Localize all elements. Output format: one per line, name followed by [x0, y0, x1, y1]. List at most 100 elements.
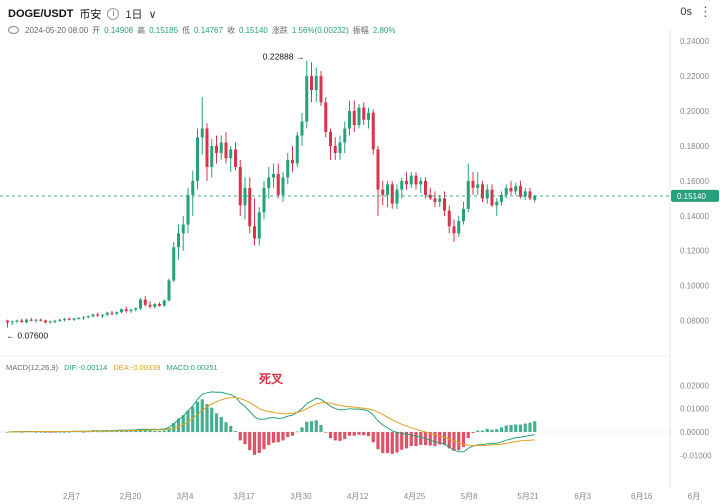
candle-body	[267, 177, 271, 188]
candle-body	[177, 233, 180, 248]
macd-histogram-bar	[62, 432, 67, 433]
macd-histogram-bar	[504, 425, 508, 432]
macd-histogram-bar	[466, 432, 470, 439]
candle-body	[101, 314, 104, 316]
macd-histogram-bar	[248, 432, 252, 451]
macd-histogram-bar	[305, 421, 309, 432]
candle-body	[509, 187, 513, 192]
macd-histogram-bar	[347, 432, 352, 436]
exchange-name: 币安	[79, 9, 102, 21]
dead-cross-annotation: 死叉	[259, 372, 284, 386]
candle-body	[129, 309, 133, 311]
candle-body	[148, 304, 152, 307]
candle-body	[376, 149, 380, 190]
candle-body	[29, 319, 33, 321]
candle-body	[333, 145, 337, 153]
macd-histogram-bar	[528, 422, 532, 432]
candle-body	[433, 198, 437, 202]
candle-body	[405, 180, 408, 185]
price-tick-label: 0.24000	[680, 37, 709, 46]
macd-histogram-bar	[300, 427, 304, 432]
macd-histogram-bar	[495, 429, 499, 432]
candle-body	[219, 142, 223, 153]
candle-body	[504, 187, 508, 195]
candle-body	[139, 299, 142, 309]
candle-body	[110, 312, 114, 314]
macd-histogram-bar	[210, 407, 214, 432]
macd-histogram-bar	[400, 432, 404, 450]
macd-histogram-bar	[314, 420, 318, 432]
macd-histogram-bar	[471, 432, 475, 433]
pair-name[interactable]: DOGE/USDT	[8, 8, 74, 20]
candle-body	[229, 149, 233, 159]
timeframe-selector[interactable]: 1日	[125, 9, 143, 21]
candle-body	[281, 177, 285, 195]
macd-histogram-bar	[457, 432, 461, 451]
candle-body	[324, 102, 328, 133]
eye-icon[interactable]	[8, 26, 19, 34]
candle-body	[34, 319, 38, 321]
macd-histogram-bar	[167, 428, 171, 432]
candle-body	[162, 300, 166, 306]
candle-body	[381, 189, 385, 195]
low-label: 低	[182, 25, 191, 35]
candle-body	[438, 198, 442, 202]
macd-histogram-bar	[319, 425, 323, 432]
macd-histogram-bar	[86, 431, 90, 433]
macd-histogram-bar	[219, 417, 223, 432]
candle-body	[72, 318, 76, 320]
macd-histogram-bar	[352, 432, 356, 436]
candle-body	[86, 316, 90, 318]
date-tick-label: 3月30	[290, 492, 312, 501]
date-tick-label: 2月20	[120, 492, 142, 501]
macd-histogram-bar	[362, 432, 366, 436]
macd-histogram-bar	[96, 431, 100, 433]
macd-value: MACD:0.00251	[166, 362, 218, 372]
macd-histogram-bar	[181, 415, 185, 432]
candle-body	[485, 189, 489, 199]
candle-body	[234, 149, 237, 167]
macd-tick-label: -0.01000	[680, 451, 712, 460]
macd-histogram-bar	[262, 432, 266, 450]
candle-body	[243, 187, 247, 206]
date-tick-label: 4月12	[347, 492, 369, 501]
candle-body	[253, 226, 256, 239]
candle-body	[6, 320, 9, 323]
macd-histogram-bar	[229, 425, 233, 432]
candle-body	[419, 180, 423, 185]
date-tick-label: 6月	[688, 492, 700, 501]
macd-histogram-bar	[100, 431, 105, 433]
datetime: 2024-05-20 08:00	[25, 25, 89, 35]
macd-histogram-bar	[153, 431, 157, 432]
candle-body	[186, 194, 190, 225]
macd-title[interactable]: MACD(12,26,9)	[6, 362, 59, 372]
candle-body	[196, 137, 199, 181]
open-label: 开	[92, 25, 101, 35]
candle-body	[386, 184, 389, 195]
macd-histogram-bar	[58, 432, 62, 433]
chevron-down-icon[interactable]: ∨	[148, 8, 157, 21]
macd-histogram-bar	[433, 432, 437, 446]
candle-body	[409, 175, 413, 185]
macd-histogram-bar	[214, 413, 219, 432]
macd-histogram-bar	[309, 421, 314, 432]
macd-histogram-bar	[509, 425, 513, 432]
candle-body	[295, 135, 299, 164]
macd-histogram-bar	[39, 432, 43, 433]
candle-body	[528, 191, 532, 199]
candle-body	[67, 318, 71, 320]
candle-body	[514, 186, 518, 192]
info-icon[interactable]: i	[107, 8, 120, 20]
macd-histogram-bar	[290, 432, 295, 436]
macd-histogram-bar	[333, 432, 337, 441]
date-tick-label: 5月21	[517, 492, 539, 501]
candle-body	[476, 184, 480, 188]
settings-icon[interactable]: ⋮	[699, 4, 712, 19]
candle-body	[343, 128, 347, 143]
dif-line	[7, 391, 535, 453]
candle-body	[200, 128, 204, 138]
ohlc-row: 2024-05-20 08:00 开 0.14908 高 0.15185 低 0…	[8, 23, 395, 37]
macd-tick-label: 0.01000	[680, 405, 709, 414]
candle-body	[414, 175, 418, 185]
